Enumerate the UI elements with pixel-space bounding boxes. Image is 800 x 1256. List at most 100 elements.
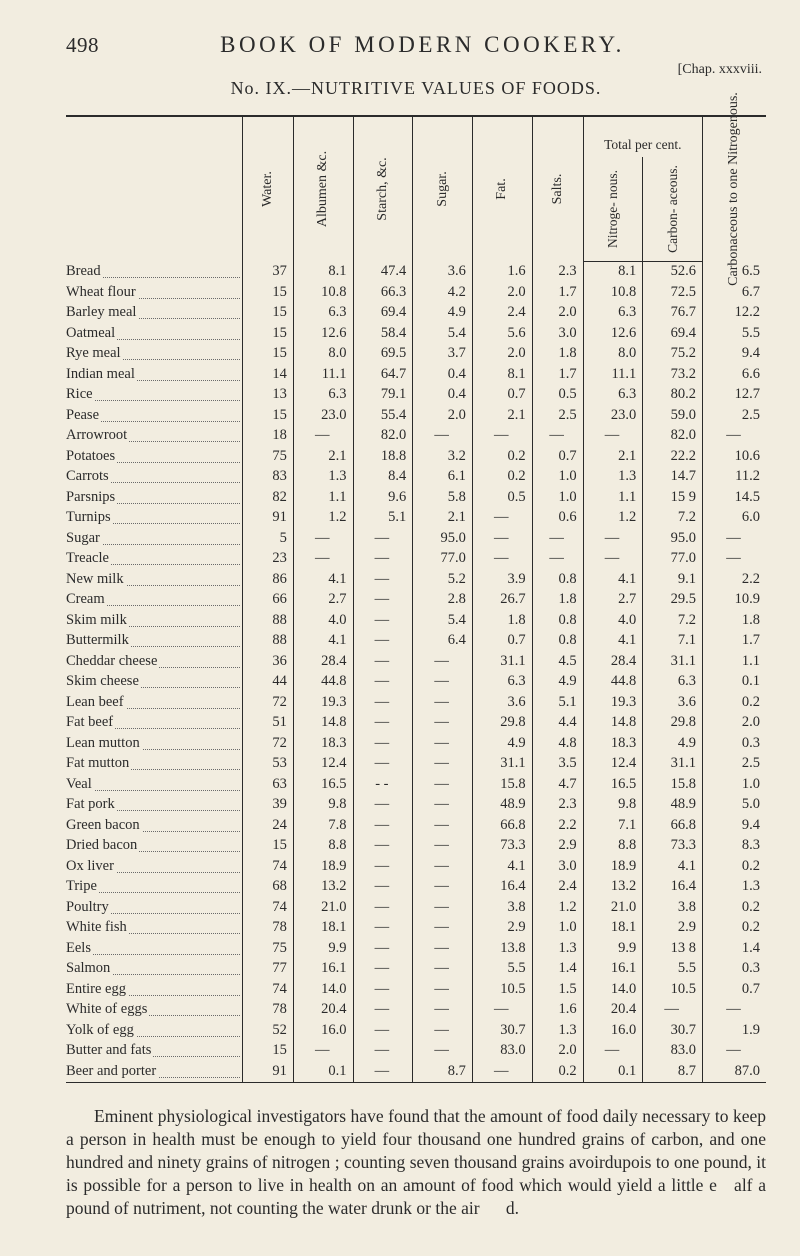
cell: 26.7 bbox=[472, 590, 532, 611]
cell: 10.8 bbox=[583, 282, 643, 303]
cell: 2.4 bbox=[472, 303, 532, 324]
cell: 2.3 bbox=[532, 795, 583, 816]
cell: — bbox=[413, 979, 473, 1000]
cell: 83 bbox=[242, 467, 293, 488]
body-paragraph: Eminent physiological investigators have… bbox=[66, 1105, 766, 1220]
cell: 4.1 bbox=[472, 856, 532, 877]
cell: — bbox=[413, 651, 473, 672]
row-label: Lean beef bbox=[66, 692, 242, 713]
cell: 18.9 bbox=[293, 856, 353, 877]
table-row: New milk864.1—5.23.90.84.19.12.2 bbox=[66, 569, 766, 590]
cell: — bbox=[702, 549, 766, 570]
cell: — bbox=[413, 918, 473, 939]
cell: 8.8 bbox=[583, 836, 643, 857]
table-row: Potatoes752.118.83.20.20.72.122.210.6 bbox=[66, 446, 766, 467]
cell: 5.1 bbox=[353, 508, 413, 529]
cell: 1.3 bbox=[702, 877, 766, 898]
cell: 1.3 bbox=[293, 467, 353, 488]
cell: 16.4 bbox=[472, 877, 532, 898]
cell: 29.8 bbox=[643, 713, 703, 734]
cell: 0.6 bbox=[532, 508, 583, 529]
cell: 15.8 bbox=[472, 774, 532, 795]
table-row: Entire egg7414.0——10.51.514.010.50.7 bbox=[66, 979, 766, 1000]
cell: 6.1 bbox=[413, 467, 473, 488]
cell: 0.7 bbox=[472, 631, 532, 652]
cell: — bbox=[353, 877, 413, 898]
cell: 3.0 bbox=[532, 323, 583, 344]
cell: — bbox=[472, 549, 532, 570]
row-label: Turnips bbox=[66, 508, 242, 529]
cell: — bbox=[353, 795, 413, 816]
cell: — bbox=[413, 897, 473, 918]
cell: 3.7 bbox=[413, 344, 473, 365]
cell: 0.5 bbox=[472, 487, 532, 508]
header-row: 498 BOOK OF MODERN COOKERY. bbox=[66, 32, 766, 58]
cell: 13.2 bbox=[583, 877, 643, 898]
cell: 0.4 bbox=[413, 364, 473, 385]
row-label: Eels bbox=[66, 938, 242, 959]
table-row: Rye meal158.069.53.72.01.88.075.29.4 bbox=[66, 344, 766, 365]
cell: 2.7 bbox=[293, 590, 353, 611]
cell: — bbox=[293, 426, 353, 447]
cell: 83.0 bbox=[643, 1041, 703, 1062]
cell: 5.4 bbox=[413, 610, 473, 631]
cell: 14 bbox=[242, 364, 293, 385]
cell: 44.8 bbox=[293, 672, 353, 693]
cell: 77.0 bbox=[643, 549, 703, 570]
cell: 75.2 bbox=[643, 344, 703, 365]
cell: 29.8 bbox=[472, 713, 532, 734]
table-row: Green bacon247.8——66.82.27.166.89.4 bbox=[66, 815, 766, 836]
cell: 12.4 bbox=[583, 754, 643, 775]
cell: 74 bbox=[242, 979, 293, 1000]
row-label: White fish bbox=[66, 918, 242, 939]
cell: 68 bbox=[242, 877, 293, 898]
cell: — bbox=[353, 836, 413, 857]
row-label: Barley meal bbox=[66, 303, 242, 324]
cell: 82.0 bbox=[643, 426, 703, 447]
cell: 9.8 bbox=[583, 795, 643, 816]
cell: — bbox=[353, 528, 413, 549]
cell: 4.1 bbox=[583, 631, 643, 652]
cell: 0.7 bbox=[702, 979, 766, 1000]
cell: 2.1 bbox=[472, 405, 532, 426]
cell: — bbox=[472, 1061, 532, 1082]
cell: 10.8 bbox=[293, 282, 353, 303]
cell: 2.0 bbox=[472, 282, 532, 303]
cell: 44 bbox=[242, 672, 293, 693]
cell: — bbox=[353, 959, 413, 980]
table-row: Turnips911.25.12.1—0.61.27.26.0 bbox=[66, 508, 766, 529]
cell: 11.1 bbox=[583, 364, 643, 385]
cell: 8.3 bbox=[702, 836, 766, 857]
cell: 3.0 bbox=[532, 856, 583, 877]
table-row: Parsnips821.19.65.80.51.01.115 914.5 bbox=[66, 487, 766, 508]
table-row: Carrots831.38.46.10.21.01.314.711.2 bbox=[66, 467, 766, 488]
cell: 2.2 bbox=[702, 569, 766, 590]
cell: 0.4 bbox=[413, 385, 473, 406]
cell: — bbox=[413, 1041, 473, 1062]
cell: 8.4 bbox=[353, 467, 413, 488]
table-row: Poultry7421.0——3.81.221.03.80.2 bbox=[66, 897, 766, 918]
cell: 66.8 bbox=[472, 815, 532, 836]
cell: 2.2 bbox=[532, 815, 583, 836]
col-albumen: Albumen &c. bbox=[314, 151, 332, 227]
cell: 0.2 bbox=[702, 856, 766, 877]
cell: 12.6 bbox=[583, 323, 643, 344]
cell: 4.9 bbox=[472, 733, 532, 754]
cell: 2.9 bbox=[532, 836, 583, 857]
row-label: Treacle bbox=[66, 549, 242, 570]
cell: 2.9 bbox=[472, 918, 532, 939]
cell: 1.7 bbox=[532, 282, 583, 303]
cell: 18.3 bbox=[293, 733, 353, 754]
cell: 4.5 bbox=[532, 651, 583, 672]
cell: — bbox=[702, 528, 766, 549]
cell: 31.1 bbox=[472, 651, 532, 672]
cell: 51 bbox=[242, 713, 293, 734]
cell: 69.4 bbox=[643, 323, 703, 344]
cell: 69.5 bbox=[353, 344, 413, 365]
cell: — bbox=[353, 897, 413, 918]
cell: 9.1 bbox=[643, 569, 703, 590]
cell: 87.0 bbox=[702, 1061, 766, 1082]
cell: 5.0 bbox=[702, 795, 766, 816]
row-label: White of eggs bbox=[66, 1000, 242, 1021]
cell: 4.9 bbox=[413, 303, 473, 324]
